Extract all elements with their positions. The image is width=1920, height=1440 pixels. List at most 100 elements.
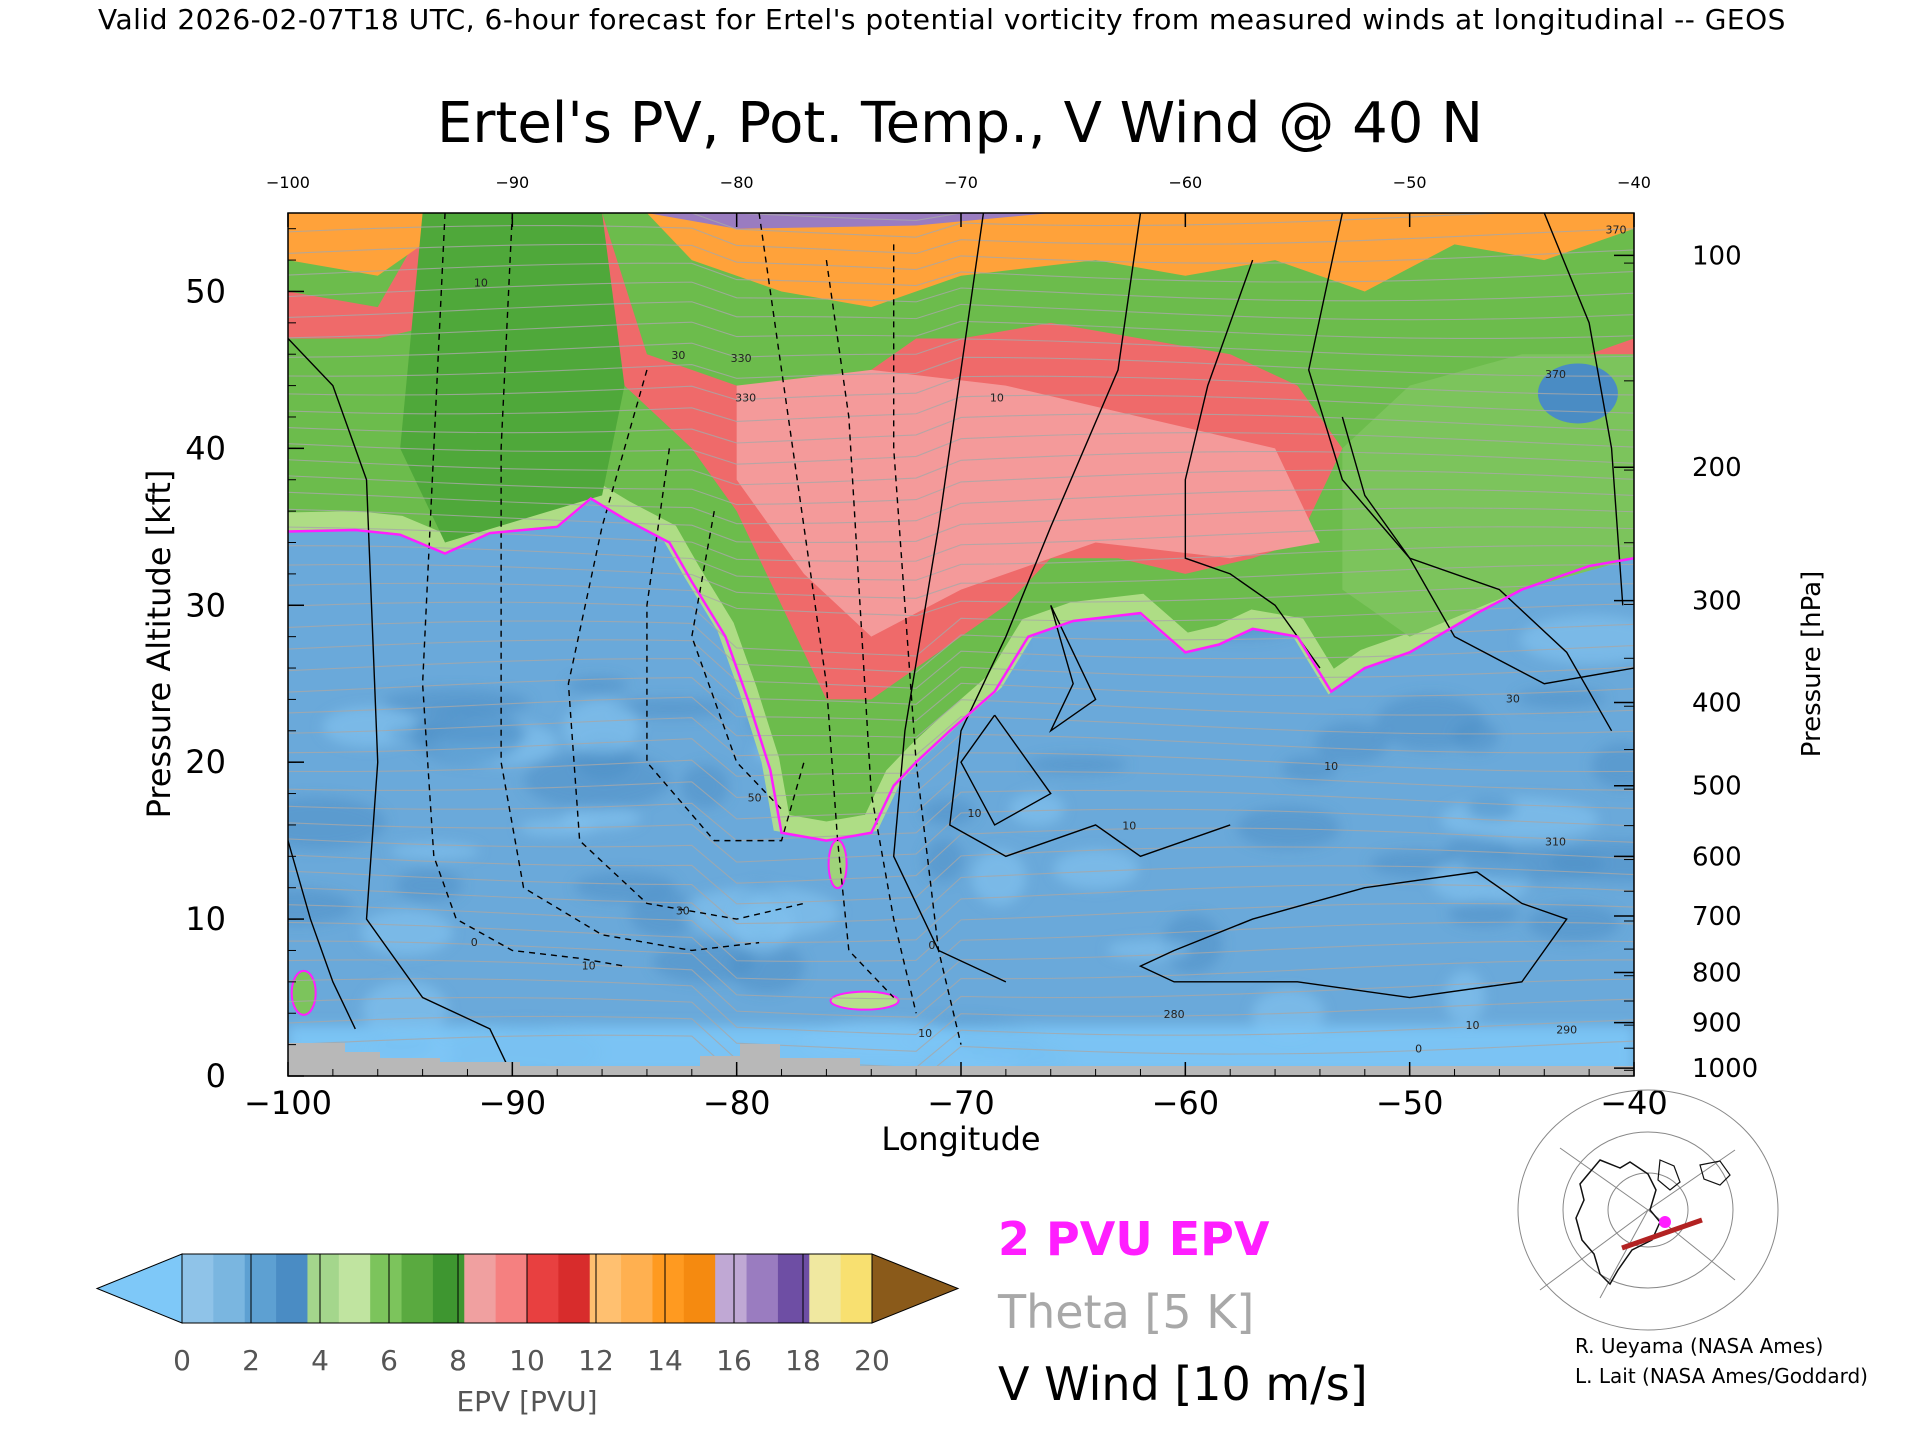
texture-blob: [524, 751, 671, 810]
colorbar-segment: [495, 1254, 528, 1323]
theta-contour: [288, 432, 1634, 465]
pressure-tick-label: 500: [1692, 772, 1742, 802]
theta-contour: [288, 696, 1634, 739]
colorbar-segment: [213, 1254, 246, 1323]
x-tick-label: −100: [244, 1084, 332, 1122]
colorbar-segment: [746, 1254, 779, 1323]
theta-contour: [288, 375, 1634, 401]
texture-blob: [395, 868, 463, 902]
v-wind-contour: [1543, 213, 1624, 606]
green-bulge: [1342, 354, 1634, 637]
surface-pv-blob: [829, 990, 900, 1011]
v-wind-contour: [960, 714, 1052, 826]
theta-contour: [288, 658, 1634, 705]
y2-axis-label: Pressure [hPa]: [1797, 571, 1827, 758]
texture-blob: [1444, 970, 1485, 1024]
theta-contour: [288, 789, 1634, 842]
credit-ueyama: R. Ueyama (NASA Ames): [1575, 1334, 1823, 1358]
x-top-tick-label: −70: [944, 173, 978, 192]
theta-contour: [288, 582, 1634, 617]
texture-blob: [360, 909, 453, 956]
colorbar-tick-label: 10: [509, 1344, 545, 1377]
colorbar-tick-label: 8: [449, 1344, 467, 1377]
theta-contour: [288, 639, 1634, 689]
theta-contour: [288, 620, 1634, 673]
theta-contour: [288, 978, 1634, 1036]
contour-label: 330: [735, 391, 756, 404]
contour-label: 10: [474, 277, 488, 290]
y-tick-label: 40: [185, 429, 226, 467]
texture-blob: [563, 699, 640, 756]
colorbar-over-arrow: [871, 1253, 960, 1324]
texture-blob: [413, 705, 524, 765]
theta-contour: [288, 752, 1634, 798]
colorbar-under-arrow: [95, 1253, 183, 1324]
x-top-tick-label: −50: [1393, 173, 1427, 192]
texture-blob: [1027, 754, 1127, 775]
x-tick-label: −60: [1152, 1084, 1220, 1122]
colorbar-label: EPV [PVU]: [456, 1385, 597, 1418]
x-top-tick-label: −100: [266, 173, 310, 192]
theta-contour: [288, 338, 1634, 358]
v-wind-contour: [949, 213, 1231, 858]
colorbar-segment: [401, 1254, 434, 1323]
contour-label: 10: [1122, 820, 1136, 833]
contour-label: 370: [1545, 368, 1566, 381]
texture-blob: [1466, 796, 1517, 821]
texture-blob: [682, 886, 841, 939]
theta-contour: [288, 450, 1634, 486]
texture-blob: [1236, 806, 1340, 850]
contour-label: 10: [1324, 760, 1338, 773]
theta-contour: [288, 526, 1634, 562]
x-tick-label: −90: [479, 1084, 547, 1122]
colorbar-segment: [683, 1254, 716, 1323]
y-tick-label: 10: [185, 900, 226, 938]
pressure-tick-label: 900: [1692, 1009, 1742, 1039]
x-tick-label: −50: [1376, 1084, 1444, 1122]
plot-area: 10 30 330 330 10 50 30 10 0 10 10 10 30 0 0 10 10 280 290 3…: [288, 213, 1634, 1076]
colorbar-tick-label: 20: [854, 1344, 890, 1377]
theta-contour: [288, 921, 1634, 981]
colorbar-segment: [182, 1254, 214, 1323]
colorbar-segment: [307, 1254, 340, 1323]
legend-2pvu: 2 PVU EPV: [998, 1212, 1270, 1266]
texture-blob: [362, 981, 448, 1038]
theta-contour: [288, 262, 1634, 287]
colorbar-tick-label: 4: [311, 1344, 329, 1377]
x-top-tick-label: −40: [1617, 173, 1651, 192]
texture-blob: [567, 676, 628, 694]
blue-patch: [1537, 363, 1618, 424]
legend-v-wind: V Wind [10 m/s]: [998, 1357, 1368, 1411]
texture-blob: [1281, 755, 1338, 782]
contour-label: 10: [1465, 1019, 1479, 1032]
theta-contour: [288, 771, 1634, 820]
v-wind-contour: [892, 213, 1007, 983]
contour-label: 10: [990, 391, 1004, 404]
pressure-tick-label: 600: [1692, 842, 1742, 872]
colorbar-tick-label: 16: [716, 1344, 752, 1377]
texture-blob: [1448, 900, 1519, 928]
theta-contour: [288, 601, 1634, 657]
pressure-tick-label: 400: [1692, 689, 1742, 719]
v-wind-contour: [893, 244, 962, 1045]
x-tick-label: −70: [927, 1084, 995, 1122]
colorbar-segment: [558, 1254, 591, 1323]
contour-label: 30: [1506, 693, 1520, 706]
colorbar-segment: [338, 1254, 371, 1323]
theta-contour: [288, 884, 1634, 944]
theta-contour: [288, 997, 1634, 1052]
v-wind-contours: [288, 213, 1634, 1076]
colorbar-segment: [652, 1254, 685, 1323]
forecast-banner: Valid 2026-02-07T18 UTC, 6-hour forecast…: [98, 3, 1786, 36]
green-column: [400, 213, 625, 543]
axes: −100 −100 −90 −90 −80 −80 −70 −70 −60 −60 −50 −50 −4…: [185, 173, 1758, 1122]
pressure-tick-label: 200: [1692, 453, 1742, 483]
theta-contour: [288, 356, 1634, 379]
purple-layer: [646, 213, 1051, 229]
contour-label: 0: [471, 936, 478, 949]
texture-blob: [971, 849, 1027, 906]
pressure-tick-label: 1000: [1692, 1054, 1758, 1084]
theta-contour: [288, 1034, 1634, 1076]
theta-contour: [288, 959, 1634, 1018]
